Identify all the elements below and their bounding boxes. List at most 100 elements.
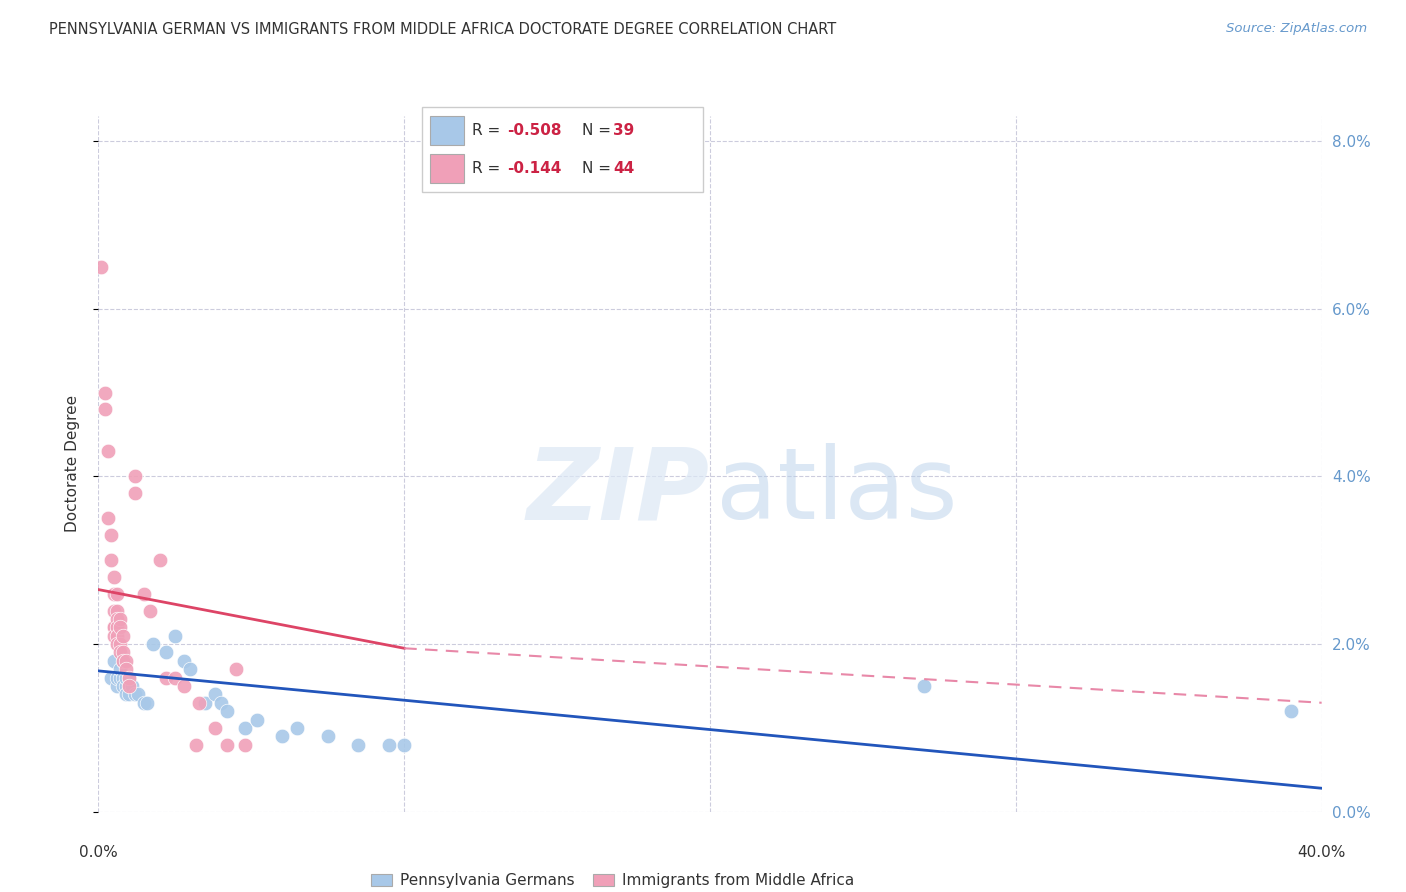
Point [103,654,125,668]
Point [118,671,141,685]
Point [105,671,128,685]
Point [111,629,134,643]
Point [115,654,138,668]
Point [225,662,247,676]
Point [105,587,128,601]
Point [215,704,238,718]
Text: N =: N = [582,161,616,176]
Text: -0.508: -0.508 [508,123,562,138]
Point [105,603,128,617]
Point [378,738,401,752]
Point [111,679,134,693]
Point [392,738,416,752]
Text: Source: ZipAtlas.com: Source: ZipAtlas.com [1226,22,1367,36]
Point [111,645,134,659]
Point [127,687,149,701]
Point [163,671,186,685]
Point [111,671,134,685]
Point [347,738,370,752]
Bar [430,153,464,183]
Point [179,662,201,676]
Point [103,629,125,643]
Point [233,738,256,752]
Text: atlas: atlas [716,443,957,541]
Point [115,687,138,701]
Point [139,603,162,617]
Point [134,696,156,710]
Point [204,687,226,701]
FancyBboxPatch shape [422,107,703,192]
Point [134,587,156,601]
Point [118,687,141,701]
Point [97,444,120,458]
Point [173,654,195,668]
Point [155,671,177,685]
Text: -0.144: -0.144 [508,161,562,176]
Point [105,612,128,626]
Point [108,645,131,659]
Point [155,645,177,659]
Point [912,679,935,693]
Point [118,679,141,693]
Point [270,729,292,743]
Y-axis label: Doctorate Degree: Doctorate Degree [65,395,80,533]
Point [108,671,131,685]
Point [93,402,115,417]
Point [118,679,141,693]
Text: R =: R = [472,123,506,138]
Point [115,679,138,693]
Point [108,612,131,626]
Point [108,637,131,651]
Point [111,654,134,668]
Text: R =: R = [472,161,506,176]
Point [233,721,256,735]
Text: 44: 44 [613,161,634,176]
Point [100,528,122,542]
Point [108,662,131,676]
Point [186,738,208,752]
Point [204,721,226,735]
Point [115,662,138,676]
Text: 0.0%: 0.0% [79,846,118,860]
Point [149,553,172,567]
Point [103,603,125,617]
Point [118,671,141,685]
Point [188,696,211,710]
Point [215,738,238,752]
Point [246,713,269,727]
Text: 40.0%: 40.0% [1298,846,1346,860]
Point [108,620,131,634]
Point [103,620,125,634]
Point [90,260,112,274]
Point [285,721,308,735]
Point [93,385,115,400]
Text: 39: 39 [613,123,634,138]
Point [163,629,186,643]
Point [100,671,122,685]
Point [103,570,125,584]
Text: N =: N = [582,123,616,138]
Point [97,511,120,525]
Point [142,637,165,651]
Point [105,620,128,634]
Text: PENNSYLVANIA GERMAN VS IMMIGRANTS FROM MIDDLE AFRICA DOCTORATE DEGREE CORRELATIO: PENNSYLVANIA GERMAN VS IMMIGRANTS FROM M… [49,22,837,37]
Bar [430,116,464,145]
Point [100,553,122,567]
Point [1279,704,1302,718]
Point [103,587,125,601]
Point [124,687,146,701]
Point [105,637,128,651]
Legend: Pennsylvania Germans, Immigrants from Middle Africa: Pennsylvania Germans, Immigrants from Mi… [364,867,860,892]
Point [136,696,159,710]
Point [105,629,128,643]
Point [124,486,146,500]
Point [103,620,125,634]
Point [209,696,232,710]
Text: ZIP: ZIP [527,443,710,541]
Point [124,469,146,483]
Point [121,679,143,693]
Point [111,654,134,668]
Point [105,679,128,693]
Point [173,679,195,693]
Point [194,696,217,710]
